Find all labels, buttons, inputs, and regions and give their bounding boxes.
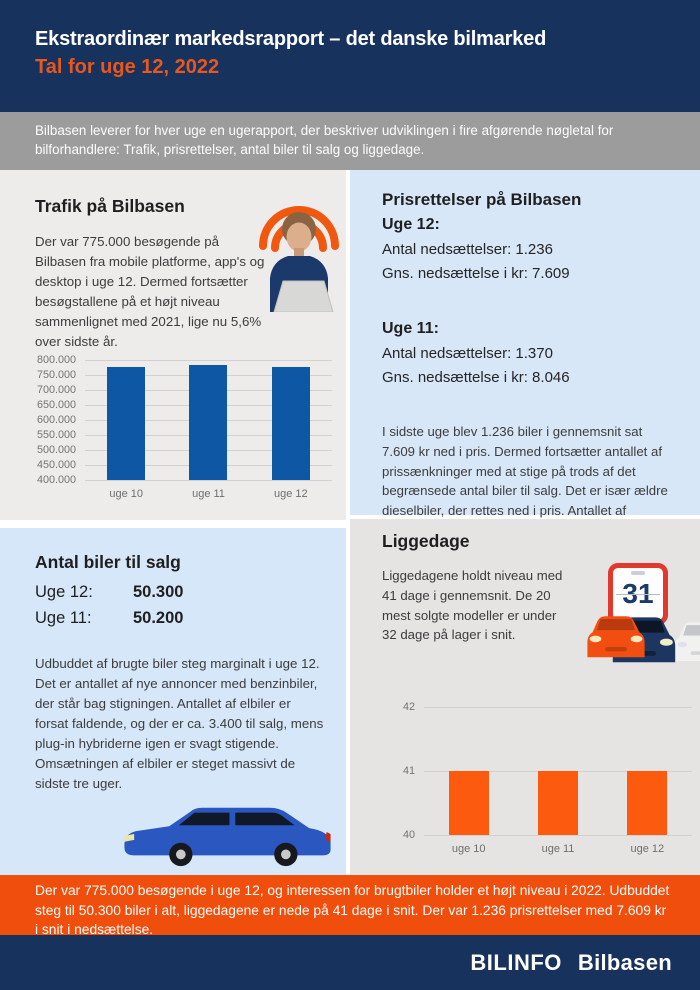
y-axis-tick: 800.000 [36, 354, 76, 366]
price-week-12: Uge 12: Antal nedsættelser: 1.236 Gns. n… [382, 216, 570, 282]
y-axis-tick: 700.000 [36, 384, 76, 396]
traffic-panel: Trafik på Bilbasen Der var 775.000 besøg… [0, 170, 346, 520]
bar-uge-10 [448, 771, 489, 835]
y-axis-tick: 42 [402, 701, 415, 713]
inventory-row: Uge 12: 50.300 [35, 583, 183, 602]
report-header: Ekstraordinær markedsrapport – det dansk… [0, 0, 700, 112]
bilbasen-logo: Bilbasen [577, 949, 672, 975]
price-stat: Antal nedsættelser: 1.236 [382, 241, 553, 258]
inventory-week-label: Uge 11: [35, 609, 92, 627]
price-stat: Gns. nedsættelse i kr: 8.046 [382, 369, 570, 386]
x-axis-label: uge 12 [273, 488, 308, 500]
traffic-y-axis: 800.000 750.000 700.000 650.000 600.000 550.0… [30, 354, 85, 486]
sign-slot [631, 571, 645, 575]
inventory-text: Udbuddet af brugte biler steg marginalt … [35, 656, 324, 791]
y-axis-tick: 750.000 [36, 369, 76, 381]
x-axis-label: uge 12 [630, 843, 665, 855]
report-title: Ekstraordinær markedsrapport – det dansk… [35, 28, 547, 50]
liggedage-panel: Liggedage Liggedagene holdt niveau med 4… [350, 519, 700, 875]
car-side-icon [118, 799, 338, 869]
x-axis-label: uge 11 [541, 843, 575, 855]
traffic-x-axis: uge 10 uge 11 uge 12 [85, 488, 332, 500]
orange-car-icon [583, 611, 649, 666]
report-subtitle: Tal for uge 12, 2022 [35, 56, 220, 78]
inventory-heading: Antal biler til salg [35, 552, 181, 572]
traffic-plot-area [85, 360, 332, 481]
liggedage-bar-chart: 42 41 40 uge 10 uge 11 uge 12 [378, 701, 692, 855]
inventory-panel: Antal biler til salg Uge 12: 50.300 Uge … [0, 528, 346, 875]
inventory-week-label: Uge 12: [35, 583, 93, 601]
liggedage-plot-area [424, 707, 692, 836]
intro-text: Bilbasen leverer for hver uge en ugerapp… [35, 123, 614, 158]
price-stat: Antal nedsættelser: 1.370 [382, 345, 553, 362]
bar-slot [85, 360, 167, 480]
bar-uge-10 [107, 366, 146, 480]
bar-uge-11 [189, 365, 228, 480]
gridline [424, 835, 692, 836]
traffic-heading: Trafik på Bilbasen [35, 196, 185, 216]
bar-slot [513, 707, 602, 835]
white-car-icon [670, 618, 700, 669]
person-laptop-wifi-icon [256, 190, 342, 313]
sign-flip-line [616, 594, 660, 595]
report-footer: BILINFO Bilbasen [0, 935, 700, 990]
summary-text: Der var 775.000 besøgende i uge 12, og i… [35, 883, 670, 938]
inventory-value: 50.300 [133, 583, 184, 601]
y-axis-tick: 400.000 [36, 474, 76, 486]
gridline [85, 480, 332, 481]
bar-slot [250, 360, 332, 480]
week-label: Uge 12: [382, 216, 440, 233]
intro-bar: Bilbasen leverer for hver uge en ugerapp… [0, 112, 700, 170]
bar-uge-12 [627, 771, 668, 835]
y-axis-tick: 600.000 [36, 414, 76, 426]
inventory-value: 50.200 [133, 609, 184, 627]
y-axis-tick: 550.000 [36, 429, 76, 441]
liggedage-text: Liggedagene holdt niveau med 41 dage i g… [382, 568, 563, 643]
bar-uge-12 [271, 367, 310, 480]
y-axis-tick: 450.000 [36, 459, 76, 471]
bar-slot [167, 360, 249, 480]
bilinfo-logo: BILINFO [470, 949, 562, 975]
bar-slot [424, 707, 513, 835]
gridline [424, 707, 692, 708]
summary-bar: Der var 775.000 besøgende i uge 12, og i… [0, 875, 700, 937]
price-week-11: Uge 11: Antal nedsættelser: 1.370 Gns. n… [382, 320, 570, 386]
traffic-text: Der var 775.000 besøgende på Bilbasen fr… [35, 234, 265, 349]
y-axis-tick: 41 [402, 765, 415, 777]
price-heading: Prisrettelser på Bilbasen [382, 190, 582, 209]
price-stat: Gns. nedsættelse i kr: 7.609 [382, 265, 570, 282]
liggedage-heading: Liggedage [382, 531, 470, 551]
y-axis-tick: 40 [402, 829, 415, 841]
bar-uge-11 [537, 771, 578, 835]
liggedage-y-axis: 42 41 40 [378, 701, 424, 841]
price-panel: Prisrettelser på Bilbasen Uge 12: Antal … [350, 170, 700, 538]
y-axis-tick: 500.000 [36, 444, 76, 456]
x-axis-label: uge 10 [109, 488, 143, 500]
day-counter-value: 31 [622, 578, 654, 609]
x-axis-label: uge 10 [451, 843, 486, 855]
traffic-bar-chart: 800.000 750.000 700.000 650.000 600.000 550.0… [30, 354, 332, 500]
liggedage-x-axis: uge 10 uge 11 uge 12 [424, 843, 692, 855]
bar-slot [603, 707, 692, 835]
y-axis-tick: 650.000 [36, 399, 76, 411]
gridline [85, 360, 332, 361]
cars-with-day-counter-icon: 31 [582, 556, 700, 671]
week-label: Uge 11: [382, 320, 439, 337]
inventory-row: Uge 11: 50.200 [35, 609, 183, 628]
x-axis-label: uge 11 [192, 488, 225, 500]
